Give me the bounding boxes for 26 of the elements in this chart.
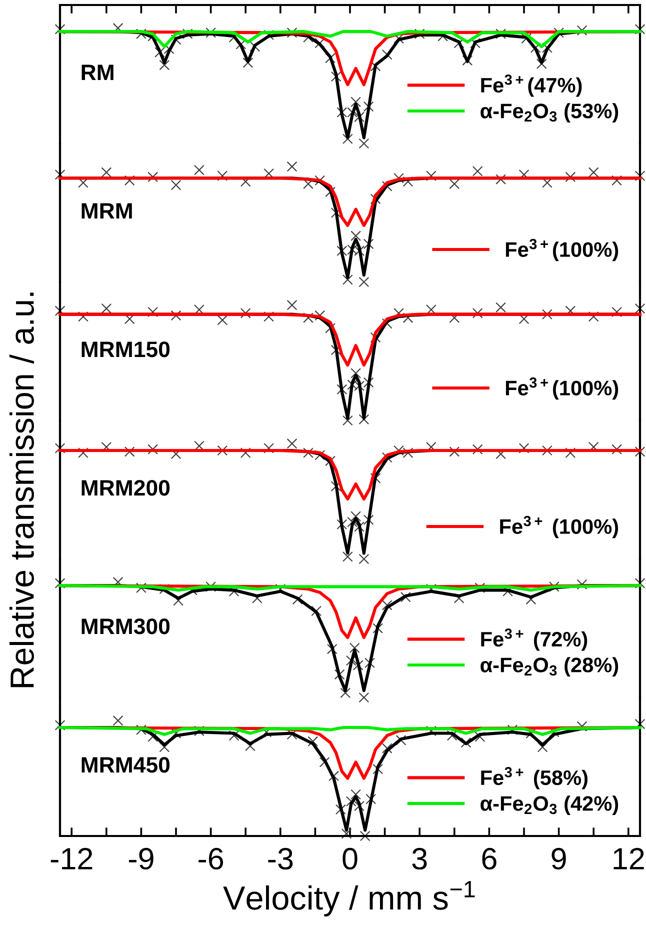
legend-label: Fe$^{3+}$ (100%) — [500, 516, 618, 538]
y-axis-title: Relative transmission / a.u. — [9, 292, 34, 688]
x-tick-label: 6 — [482, 848, 496, 870]
legend-label: Fe$^{3+}$ (72%) — [481, 628, 588, 651]
x-tick-label: 12 — [614, 848, 644, 870]
x-tick-label: -9 — [128, 848, 154, 870]
legend-label: α-Fe$_{2}$O$_{3}$ (42%) — [480, 796, 618, 816]
annotation: RM — [82, 64, 114, 80]
x-axis-title: Velocity / mm s$^{−1}$ — [223, 881, 475, 916]
legend-label: Fe$^{3+}$(100%) — [506, 238, 618, 262]
legend-label: Fe$^{3+}$ (58%) — [481, 767, 588, 790]
legend-label: Fe$^{3+}$(100%) — [506, 377, 618, 400]
x-tick-label: 3 — [412, 848, 427, 870]
annotation: MRM150 — [82, 341, 170, 358]
x-tick-label: -3 — [268, 848, 293, 870]
x-tick-label: -6 — [198, 848, 224, 870]
annotation: MRM450 — [82, 756, 170, 773]
annotation: MRM300 — [82, 618, 170, 634]
annotation: MRM200 — [82, 480, 170, 496]
x-tick-label: -12 — [50, 848, 92, 870]
legend-label: α-Fe$_{2}$O$_{3}$ (28%) — [480, 657, 618, 677]
x-tick-label: 0 — [342, 848, 358, 870]
legend-label: Fe$^{3+}$(47%) — [481, 74, 582, 97]
legend-label: α-Fe$_{2}$O$_{3}$ (53%) — [480, 103, 618, 123]
x-tick-label: 9 — [552, 848, 566, 870]
annotation: MRM — [82, 203, 132, 218]
